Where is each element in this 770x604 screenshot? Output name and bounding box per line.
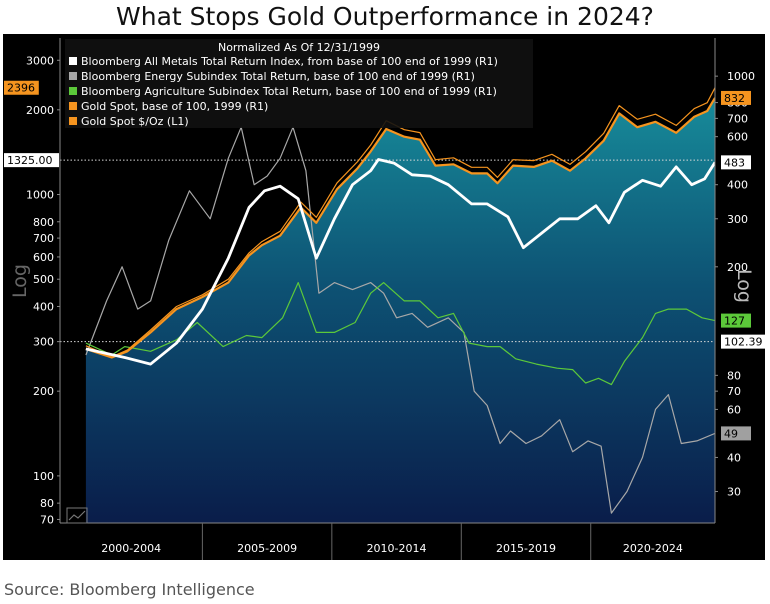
right-tick-label: 80 [727,369,741,382]
value-label-box [721,155,751,170]
left-tick-label: 200 [33,385,54,398]
series-lines [85,87,715,514]
left-tick-label: 100 [33,470,54,483]
value-label-box [721,313,751,328]
right-tick-label: 1000 [727,70,755,83]
legend-swatch [69,117,77,125]
legend-box [65,39,533,128]
reference-label-box [4,153,59,168]
left-tick-label: 3000 [26,54,54,67]
left-tick-label: 800 [33,216,54,229]
right-tick-label: 200 [727,261,748,274]
left-tick-label: 1000 [26,189,54,202]
legend-swatch [69,57,77,65]
left-tick-label: 500 [33,273,54,286]
left-tick-label: 80 [40,497,54,510]
value-label-text: 127 [724,315,745,328]
legend-entry: Bloomberg Energy Subindex Total Return, … [81,70,475,83]
value-label-box [721,426,751,441]
legend-entry: Bloomberg Agriculture Subindex Total Ret… [81,85,497,98]
x-tick-label: 2015-2019 [496,542,556,555]
chart-type-icon[interactable] [66,507,88,524]
value-label-box [721,90,751,105]
right-tick-label: 300 [727,213,748,226]
left-tick-label: 600 [33,251,54,264]
series-line-bloomberg-all-metals-total-return-index- [85,158,715,366]
gold-area-fill [85,97,715,523]
legend-entry: Gold Spot $/Oz (L1) [81,115,189,128]
series-line-bloomberg-agriculture-subindex-total-ret [85,282,715,386]
reference-label-text: 102.39 [724,336,763,349]
value-label-text: 832 [724,92,745,105]
reference-label-text: 1325.00 [7,154,53,167]
left-tick-label: 2000 [26,104,54,117]
x-tick-label: 2005-2009 [237,542,297,555]
legend-title: Normalized As Of 12/31/1999 [218,41,380,54]
x-tick-label: 2010-2014 [367,542,427,555]
source-note: Source: Bloomberg Intelligence [4,580,255,599]
legend-entry: Gold Spot, base of 100, 1999 (R1) [81,100,268,113]
x-tick-label: 2020-2024 [623,542,683,555]
x-axis-ticks: 2000-2004 2005-2009 2010-2014 2015-2019 2020… [101,523,683,560]
x-tick-label: 2000-2004 [101,542,161,555]
series-line-bloomberg-energy-subindex-total-return-b [85,126,715,514]
left-tick-label: 700 [33,232,54,245]
chart-panel: Normalized As Of 12/31/1999 Bloomberg All… [3,34,769,560]
right-tick-label: 400 [727,179,748,192]
legend-swatch [69,87,77,95]
right-tick-label: 30 [727,486,741,499]
right-tick-label: 40 [727,451,741,464]
reference-lines [60,159,715,343]
value-label-text: 2396 [7,82,35,95]
left-tick-label: 300 [33,336,54,349]
right-tick-label: 60 [727,403,741,416]
series-line-gold-spot-oz-l1 [85,87,715,358]
chart-title: What Stops Gold Outperformance in 2024? [116,2,654,31]
value-label-text: 483 [724,156,745,169]
right-axis-label: Log [733,269,755,303]
series-line-gold-spot-base-of-100-1999-r1 [85,97,715,359]
left-axis-label: Log [9,264,31,298]
right-tick-label: 600 [727,131,748,144]
right-tick-label: 700 [727,112,748,125]
left-tick-label: 400 [33,300,54,313]
left-axis-ticks: 70 80 100 200 300 400 500 600 700 800 1000 2000 3000 [26,54,60,526]
reference-label-box [721,334,769,349]
legend-swatch [69,72,77,80]
last-value-labels: 2396 832 483 127 49 1325.00 102.39 [4,80,769,441]
value-label-text: 49 [724,427,738,440]
legend-entry: Bloomberg All Metals Total Return Index,… [81,55,498,68]
legend-swatch [69,102,77,110]
left-tick-label: 70 [40,513,54,526]
value-label-box [4,80,39,95]
right-tick-label: 70 [727,385,741,398]
